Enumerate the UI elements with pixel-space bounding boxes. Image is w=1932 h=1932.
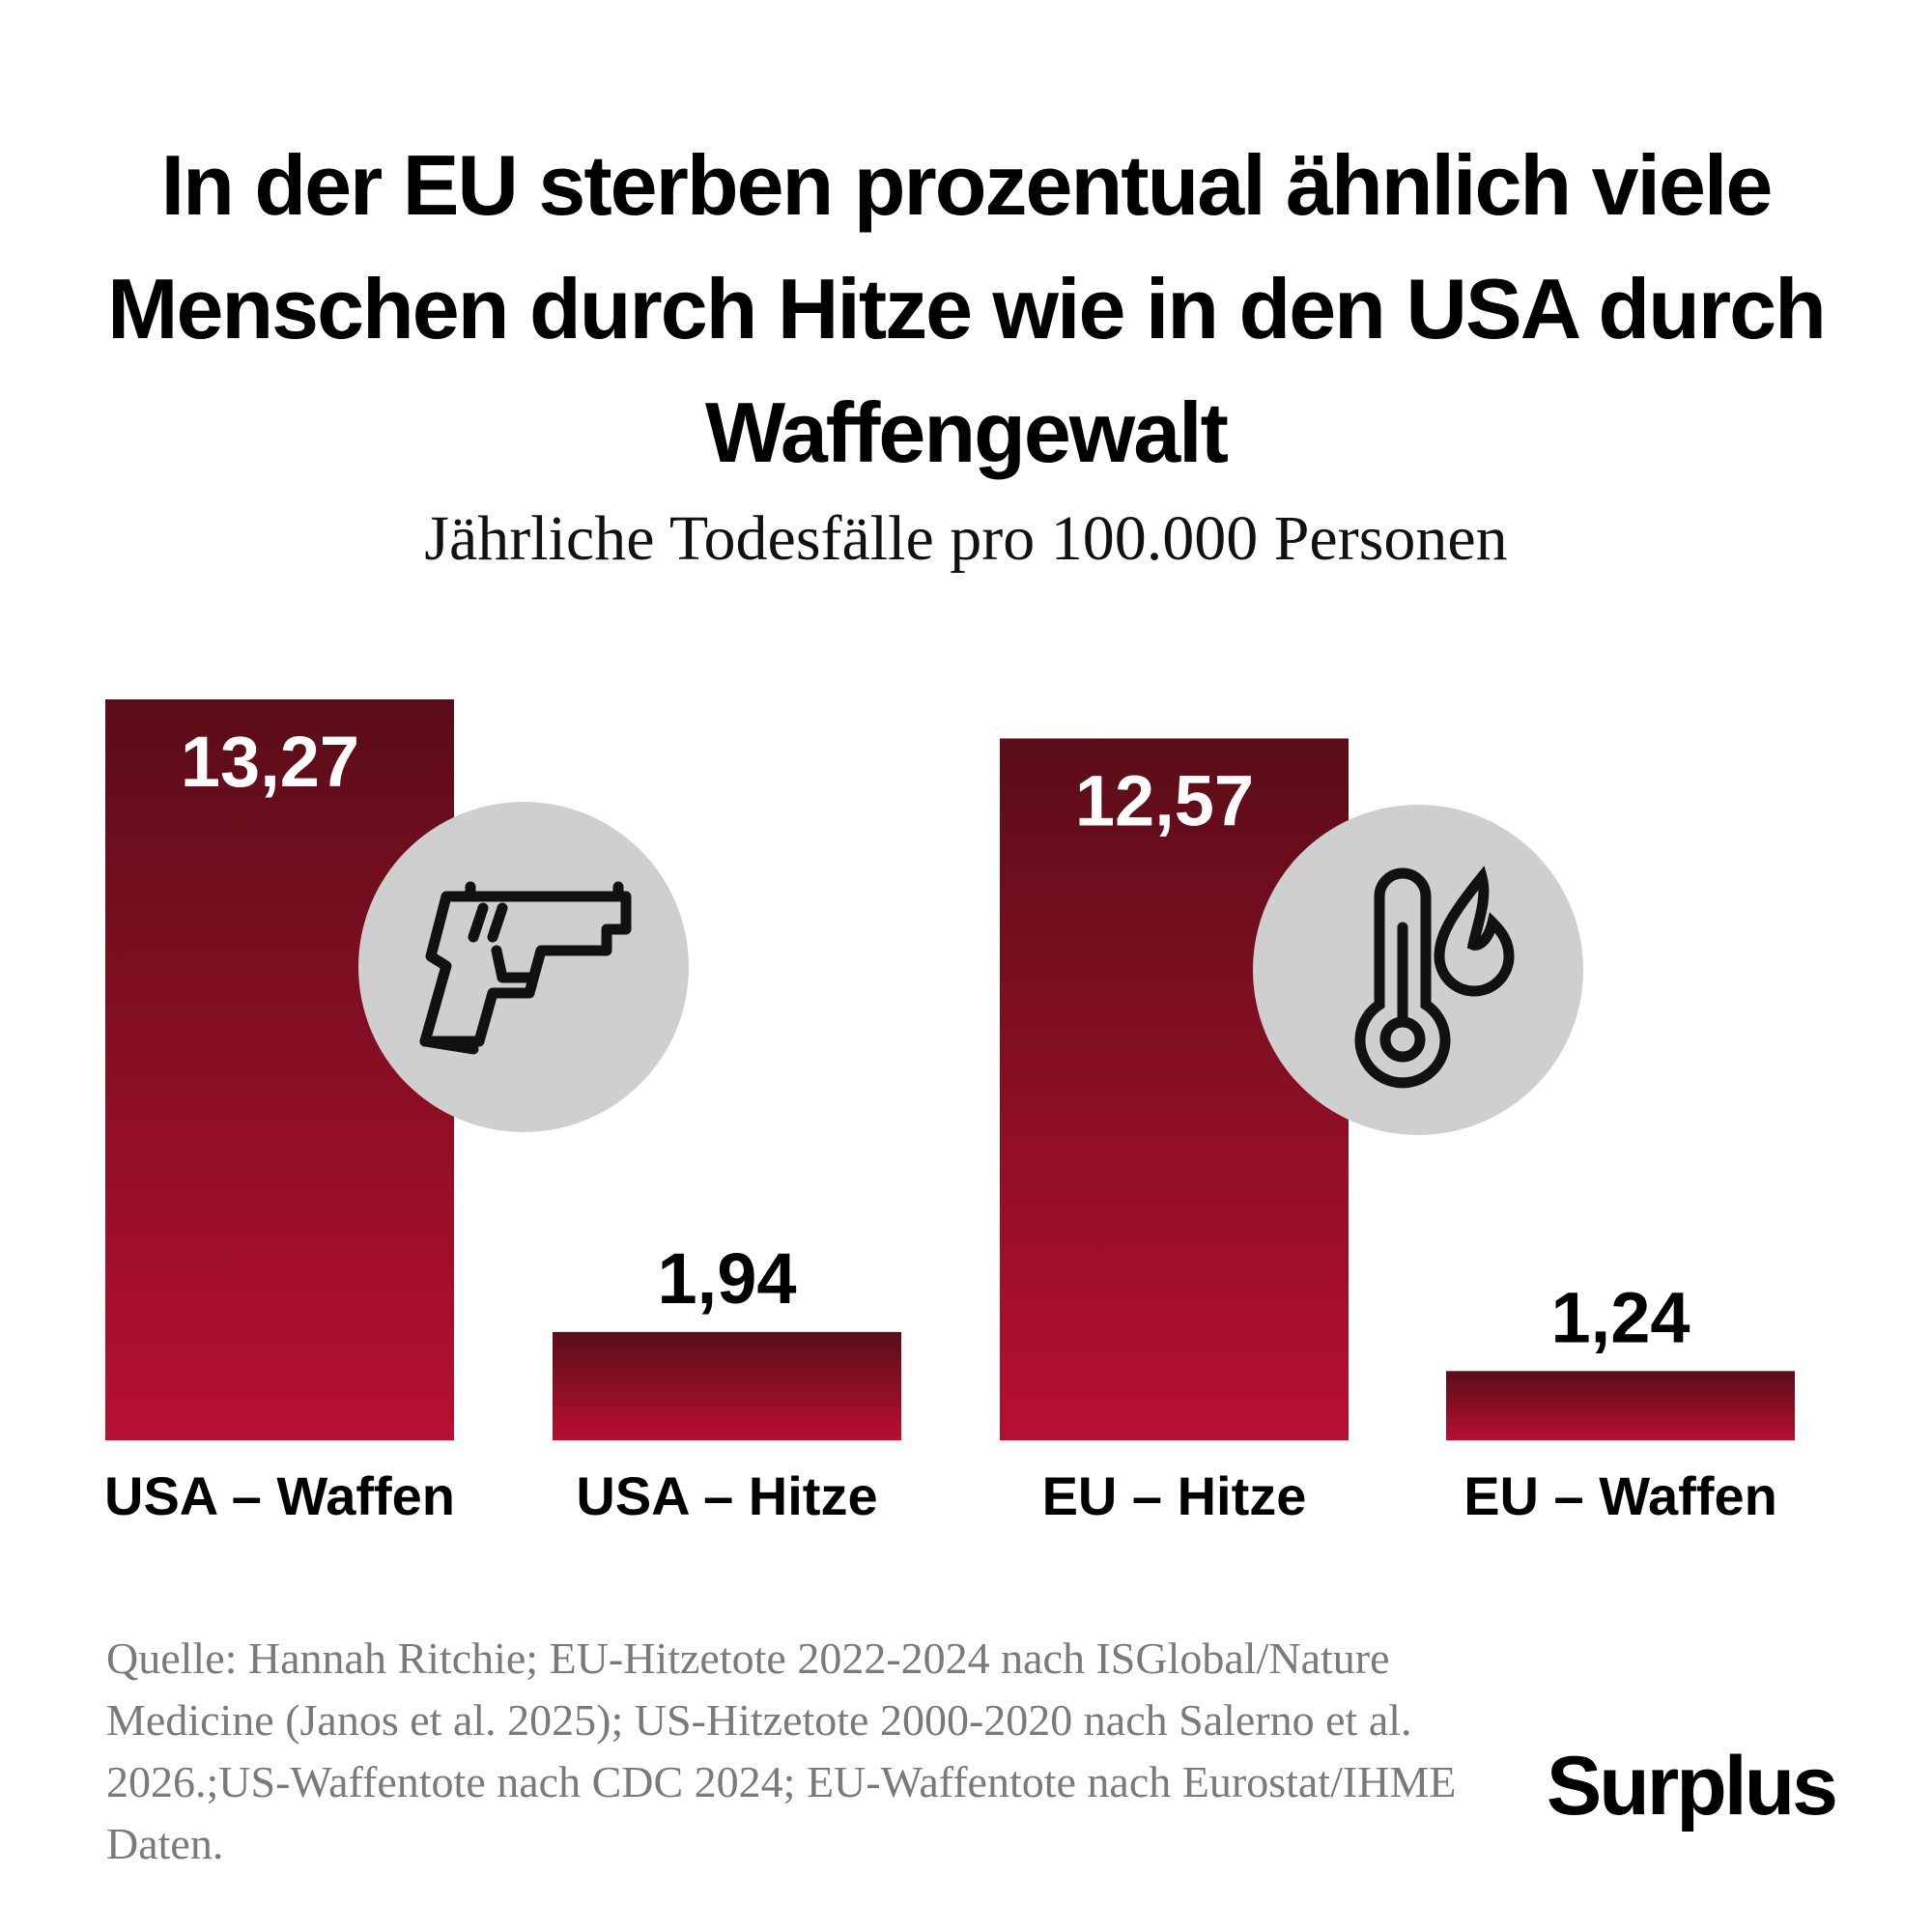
chart-subtitle: Jährliche Todesfälle pro 100.000 Persone… <box>424 503 1508 574</box>
bar <box>553 1331 901 1440</box>
chart-title: In der EU sterben prozentual ähnlich vie… <box>107 137 1827 480</box>
value-label: 13,27 <box>181 722 359 802</box>
source-note: Quelle: Hannah Ritchie; EU-Hitzetote 202… <box>106 1634 1457 1868</box>
value-label: 1,94 <box>657 1238 796 1319</box>
value-label: 12,57 <box>1075 760 1254 840</box>
value-label: 1,24 <box>1550 1277 1690 1357</box>
x-tick-label: USA – Waffen <box>104 1465 455 1526</box>
bar <box>1000 738 1349 1440</box>
x-tick-label: EU – Waffen <box>1463 1465 1777 1526</box>
bar <box>1446 1371 1795 1440</box>
logo: Surplus <box>1546 1740 1838 1833</box>
x-tick-label: EU – Hitze <box>1042 1465 1307 1526</box>
gun-icon <box>358 802 689 1132</box>
heat-icon <box>1253 805 1583 1135</box>
x-tick-label: USA – Hitze <box>576 1465 877 1526</box>
